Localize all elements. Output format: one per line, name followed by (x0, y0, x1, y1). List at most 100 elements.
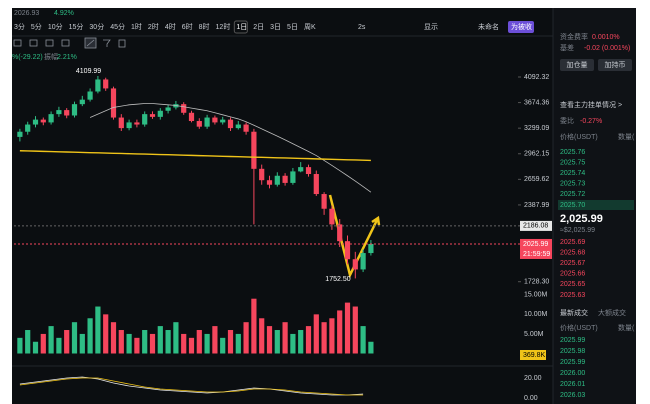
display[interactable]: 显示 (424, 23, 438, 31)
ind-tick: 20.00 (524, 375, 542, 382)
button-bg[interactable] (508, 21, 534, 33)
candle-body (251, 131, 257, 169)
volume-bar (64, 330, 70, 354)
y-tick-label: 3299.09 (524, 125, 549, 132)
interval[interactable]: 12时 (216, 22, 231, 31)
arrow-annotation (328, 194, 381, 279)
interval[interactable]: 30分 (89, 22, 104, 31)
ask-price: 2025.76 (560, 149, 585, 156)
last-price-box (520, 238, 552, 259)
ask-highlight (558, 200, 634, 210)
interval[interactable]: 1时 (131, 22, 142, 31)
candle-body (165, 107, 171, 111)
interval[interactable]: 2日 (253, 23, 264, 31)
volume-bar (95, 306, 101, 354)
candle-body (305, 167, 312, 175)
candle-body (212, 117, 218, 123)
interval[interactable]: 3日 (270, 23, 281, 31)
trade-price: 2025.98 (560, 348, 585, 355)
volume-bar (227, 330, 234, 354)
bid-price: 2025.66 (560, 271, 585, 278)
bid-price: 2025.68 (560, 249, 585, 256)
ask-price: 2025.73 (560, 181, 585, 188)
y-tick-label: 1728.30 (524, 279, 549, 286)
interval[interactable]: 1日 (236, 23, 247, 31)
volume-bar (181, 333, 187, 354)
interval[interactable]: 5分 (31, 22, 42, 31)
delta: %(-29.22) (12, 54, 43, 61)
y-tick-label: 2962.15 (524, 151, 549, 158)
interval-active (233, 20, 248, 34)
layout[interactable]: 未命名 (478, 22, 499, 31)
volume-bar (266, 326, 273, 354)
candle-body (266, 180, 273, 185)
volume-bar (305, 326, 312, 354)
candle-body (103, 79, 109, 89)
candle-body (118, 117, 124, 129)
candle-body (181, 104, 187, 113)
candle-body (71, 104, 78, 116)
ask-price: 2025.75 (560, 159, 585, 166)
candle-body (17, 131, 23, 137)
y-tick-label: 3674.36 (524, 99, 549, 106)
volume-last-box (520, 350, 546, 360)
volume-bar (220, 337, 226, 354)
y-tick-label: 2387.99 (524, 202, 549, 209)
trade-price: 2025.99 (560, 359, 585, 366)
interval[interactable]: 10分 (48, 22, 63, 31)
volume-bar (188, 337, 195, 354)
volume-bar (368, 341, 374, 354)
side-button[interactable] (560, 59, 594, 71)
ask-price: 2025.70 (560, 202, 585, 209)
ask-price: 2025.72 (560, 191, 585, 198)
candle-body (360, 253, 366, 270)
candle-body (227, 119, 234, 129)
candle-body (48, 114, 54, 123)
candle-body (142, 114, 148, 125)
candle-body (204, 117, 210, 127)
volume-bar (48, 326, 54, 354)
ind-tick: 0.00 (524, 395, 538, 402)
interval[interactable]: 15分 (69, 22, 84, 31)
tab: 大额成交 (598, 308, 626, 317)
candle-body (25, 124, 31, 132)
volume-bar (149, 333, 156, 354)
funding: 0.0010% (592, 34, 620, 41)
tool-icons[interactable] (13, 37, 126, 49)
candle-body (329, 208, 335, 225)
ask-price: 2025.74 (560, 170, 585, 177)
basis: -0.02 (0.001%) (584, 45, 630, 52)
interval[interactable]: 周K (304, 23, 316, 31)
tab: 最新成交 (560, 308, 588, 317)
candle-body (313, 174, 319, 195)
volume-bar (110, 322, 117, 354)
interval[interactable]: 3分 (14, 22, 25, 31)
volume-bar (165, 330, 171, 354)
ind-line (19, 377, 364, 396)
interval[interactable]: 2时 (148, 22, 159, 31)
refresh[interactable]: 2s (358, 24, 366, 31)
ticker-change: 4.92% (54, 10, 74, 17)
side-button[interactable] (598, 59, 632, 71)
button[interactable]: 为被收 (511, 22, 532, 31)
volume-bar (157, 326, 163, 354)
interval[interactable]: 4时 (165, 22, 176, 31)
candle-body (344, 241, 351, 260)
volume-bar (321, 322, 327, 354)
side-button-label: 加仓量 (567, 60, 588, 69)
interval[interactable]: 6时 (182, 22, 193, 31)
candle-body (282, 175, 288, 183)
candle-body (220, 119, 226, 123)
ratio-label: 委比 (560, 116, 574, 125)
volume-bar (337, 310, 343, 354)
trade-price: 2025.99 (560, 337, 585, 344)
interval[interactable]: 5日 (287, 23, 298, 31)
interval[interactable]: 45分 (110, 22, 125, 31)
candle-body (95, 79, 101, 92)
qty-head: 数量( (618, 132, 635, 141)
volume-bar (25, 330, 31, 354)
volume-bar (352, 306, 358, 354)
interval[interactable]: 8时 (199, 22, 210, 31)
